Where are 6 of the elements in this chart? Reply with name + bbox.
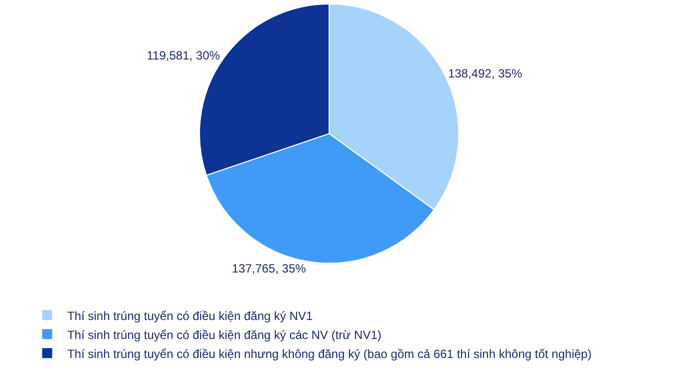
data-label: 119,581, 30%: [146, 48, 220, 63]
legend-label: Thí sinh trúng tuyển có điều kiện đăng ký NV1: [67, 308, 314, 323]
legend-label: Thí sinh trúng tuyển có điều kiện nhưng không đăng ký (bao gồm cả 661 thí sinh không tốt nghiệp): [67, 346, 592, 361]
data-label: 138,492, 35%: [448, 66, 522, 80]
data-label: 137,765, 35%: [232, 262, 306, 276]
legend-label: Thí sinh trúng tuyển có điều kiện đăng ký các NV (trừ NV1): [67, 328, 382, 342]
